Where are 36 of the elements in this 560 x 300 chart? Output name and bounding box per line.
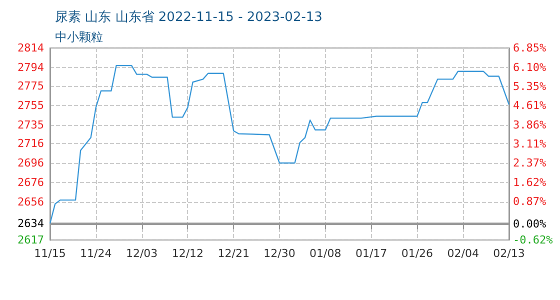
x-tick-label: 02/04 <box>447 247 479 260</box>
y2-tick-label: 1.62% <box>513 176 546 189</box>
x-tick-label: 12/21 <box>218 247 250 260</box>
y-tick-label: 2656 <box>18 195 44 208</box>
x-tick-label: 11/15 <box>34 247 66 260</box>
line-series <box>49 64 510 224</box>
y-tick-label: 2735 <box>18 118 44 132</box>
x-tick-label: 11/24 <box>80 247 112 260</box>
y-tick-label: 2814 <box>18 42 44 54</box>
y2-tick-label: 4.61% <box>513 99 546 112</box>
x-tick-label: 12/30 <box>264 247 296 260</box>
y2-tick-label: 0.00% <box>513 218 546 231</box>
y2-tick-label: 3.11% <box>513 138 546 151</box>
y2-tick-label: 3.86% <box>513 118 546 132</box>
y2-tick-label: 6.10% <box>513 60 546 74</box>
y2-tick-label: 5.35% <box>513 80 546 94</box>
y2-tick-label: 6.85% <box>513 42 546 54</box>
chart-subtitle: 中小颗粒 <box>55 30 103 44</box>
y-tick-label: 2775 <box>18 80 44 93</box>
y-tick-label: 2634 <box>18 216 44 230</box>
x-tick-label: 02/13 <box>493 247 525 260</box>
y2-tick-label: 0.87% <box>513 195 546 208</box>
y-tick-label: 2794 <box>18 60 44 74</box>
y-tick-label: 2755 <box>18 99 44 112</box>
x-tick-label: 01/26 <box>401 247 434 260</box>
x-tick-label: 01/08 <box>310 247 342 260</box>
chart-title: 尿素 山东 山东省 2022-11-15 - 2023-02-13 <box>55 10 322 25</box>
x-tick-label: 12/12 <box>172 247 204 260</box>
y2-tick-label: -0.62% <box>513 234 554 246</box>
x-tick-label: 01/17 <box>355 247 388 260</box>
y-tick-label: 2716 <box>18 137 44 150</box>
y-tick-label: 2696 <box>18 156 44 170</box>
y-tick-label: 2617 <box>18 234 44 246</box>
y2-tick-label: 2.37% <box>513 156 546 170</box>
y-tick-label: 2676 <box>18 176 44 189</box>
x-tick-label: 12/03 <box>126 247 158 260</box>
